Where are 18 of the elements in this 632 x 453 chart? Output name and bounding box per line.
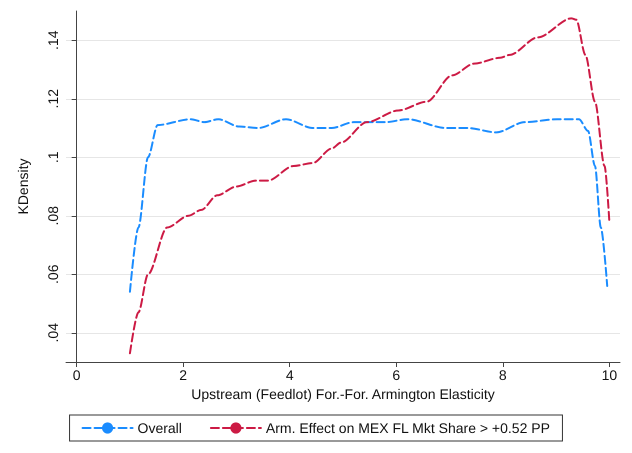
x-axis-title: Upstream (Feedlot) For.-For. Armington Elasticity: [191, 386, 495, 402]
legend-label: Overall: [138, 420, 182, 436]
legend-label: Arm. Effect on MEX FL Mkt Share > +0.52 PP: [266, 420, 550, 436]
y-tick-label: .12: [45, 88, 61, 108]
y-tick-label: .06: [45, 264, 61, 284]
x-tick-label: 8: [498, 367, 507, 383]
y-tick-label: .14: [45, 30, 61, 50]
y-tick-label: .08: [45, 206, 61, 226]
x-tick-label: 6: [392, 367, 400, 383]
x-tick-label: 2: [179, 367, 188, 383]
y-axis-title: KDensity: [15, 158, 31, 215]
line-series: [128, 118, 608, 293]
x-tick-label: 10: [602, 367, 618, 383]
x-tick-label: 4: [286, 367, 294, 383]
y-tick-label: .04: [45, 322, 61, 342]
line-series: [128, 17, 610, 354]
y-tick-label: .1: [45, 151, 61, 164]
x-tick-label: 0: [72, 367, 81, 383]
